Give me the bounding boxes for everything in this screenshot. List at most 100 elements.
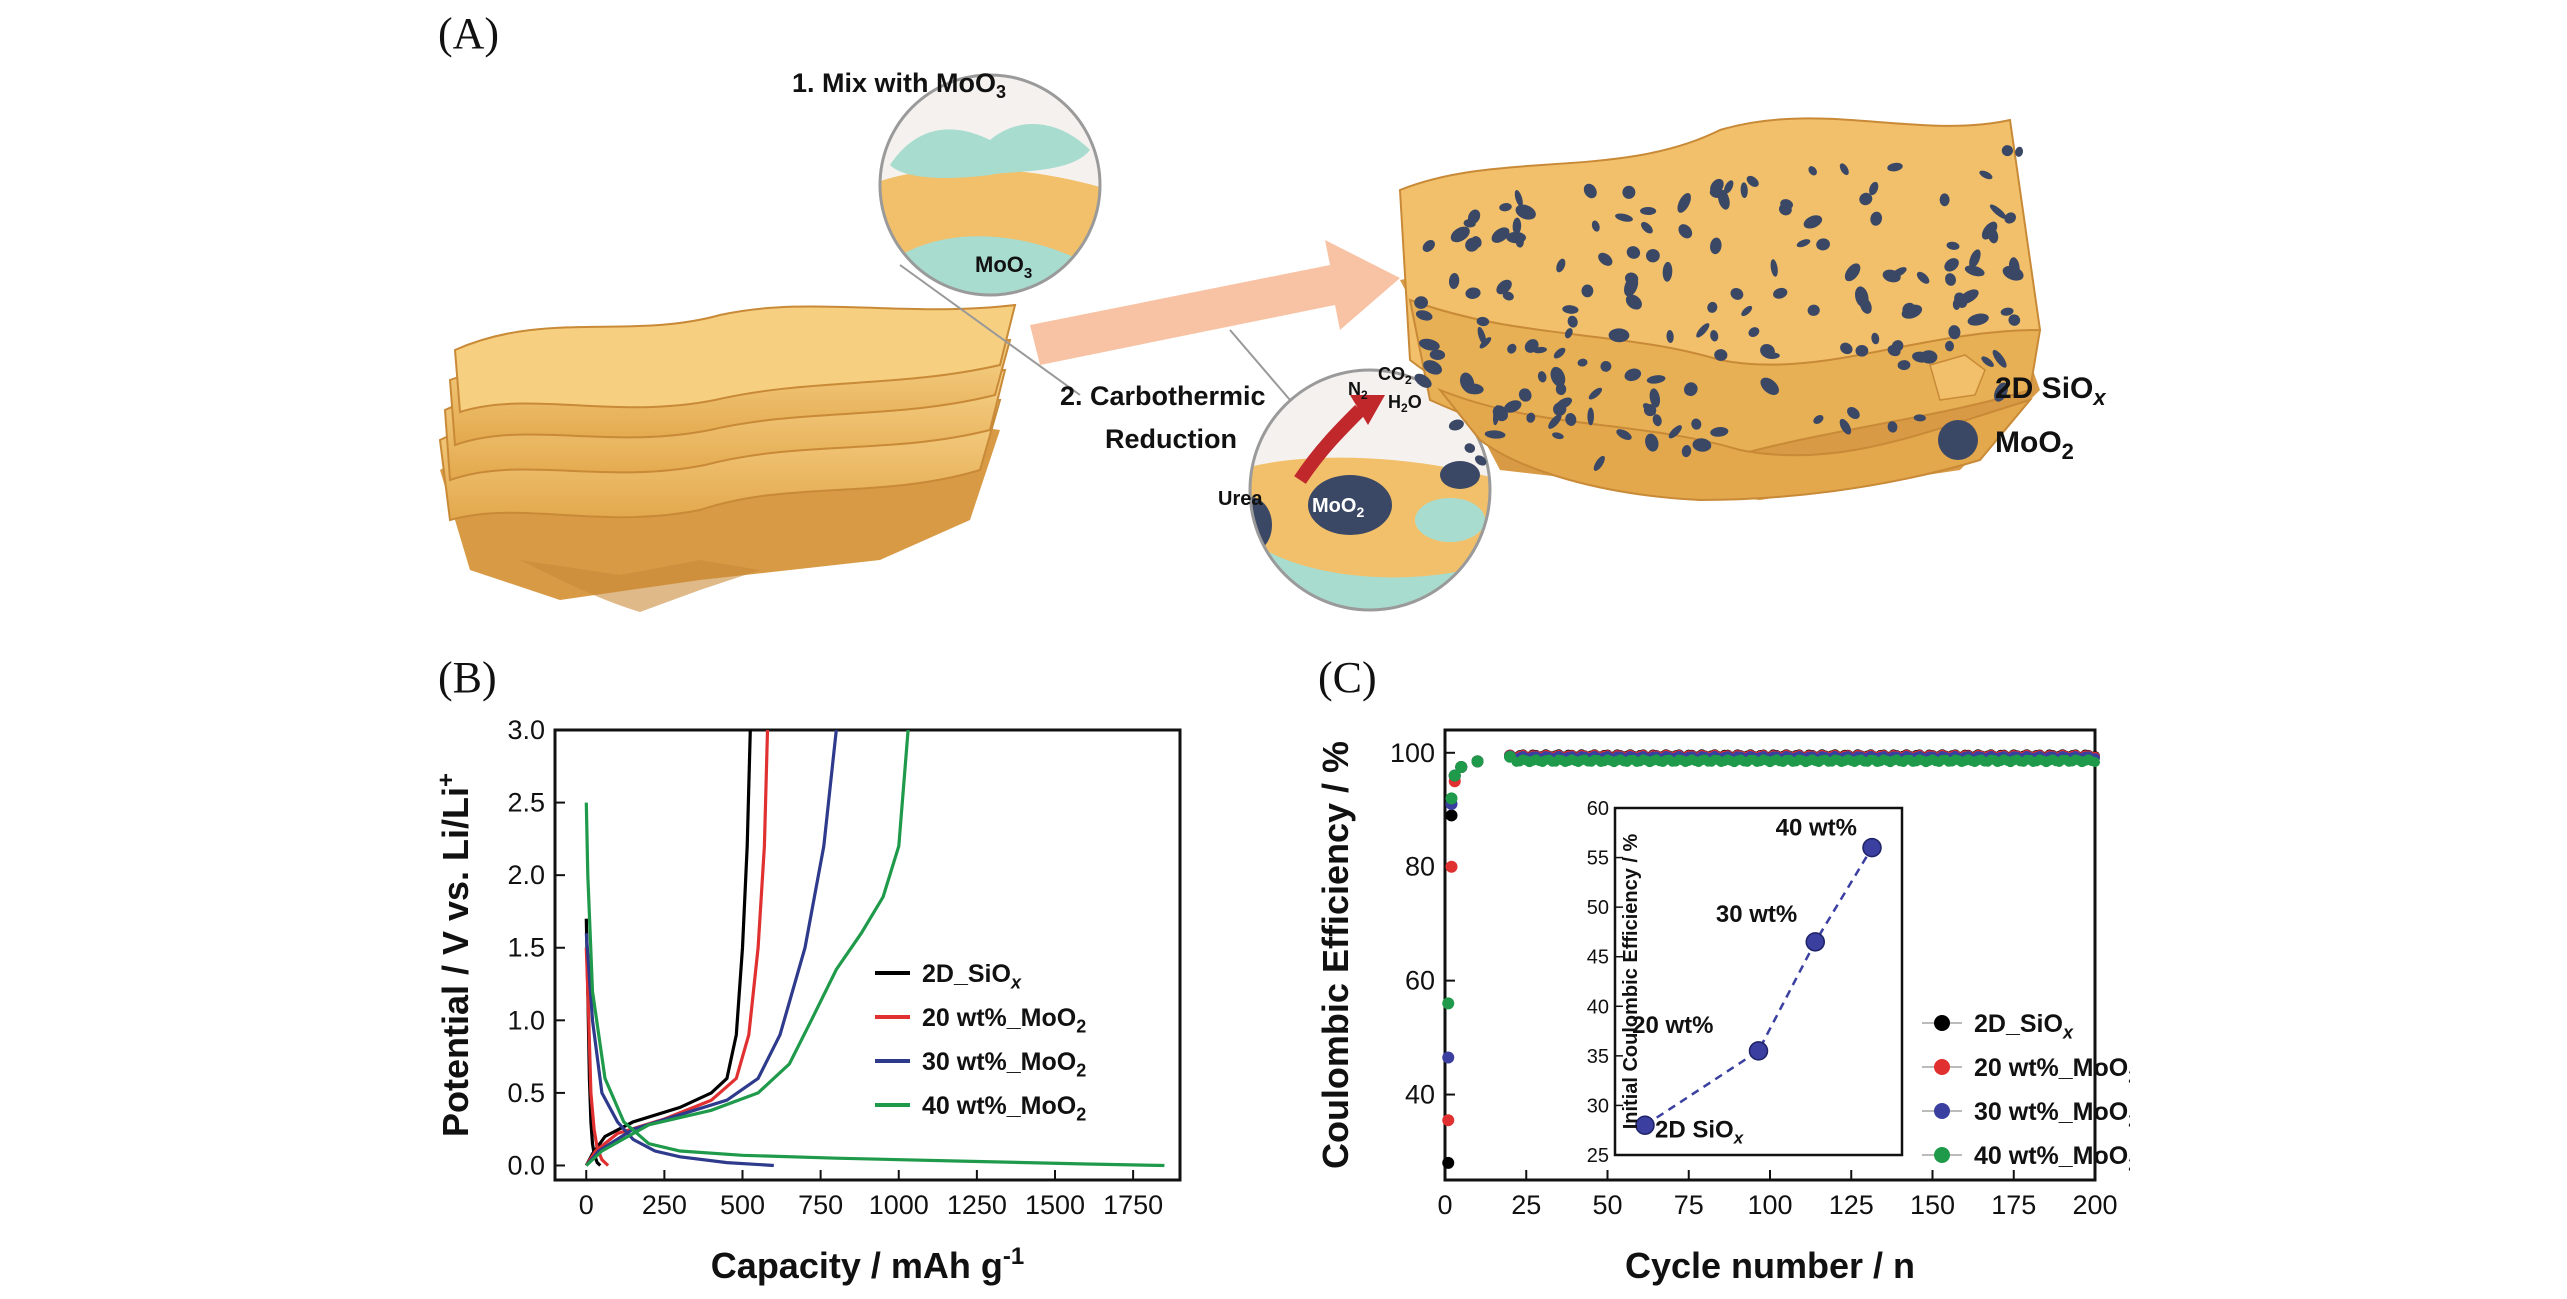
moo2-dot: [1429, 349, 1446, 361]
moo2-dot: [1626, 246, 1641, 259]
moo2-dot: [1807, 304, 1820, 316]
moo2-dot: [1740, 182, 1748, 198]
chart-c-axes: 0 25 50 75 100 125 150 175 200 40 60 80 100: [1390, 728, 2118, 1220]
x-tick-label: 0: [579, 1190, 594, 1220]
moo2-dot: [1496, 279, 1512, 295]
moo2-dot: [1677, 192, 1691, 213]
moo2-dot: [2015, 146, 2024, 157]
inset-y-tick-label: 45: [1587, 947, 1609, 969]
inset-y-tick-label: 40: [1587, 996, 1609, 1018]
series-line-charge: [585, 729, 910, 1167]
chart-c-xlabel: Cycle number / n: [1625, 1245, 1915, 1286]
inset-y-tick-label: 25: [1587, 1145, 1609, 1167]
moo2-dot: [1887, 421, 1898, 433]
moo2-dot: [1645, 433, 1659, 452]
moo2-dot: [1760, 377, 1779, 395]
step2-label-line2: Reduction: [1105, 424, 1237, 454]
moo2-dot: [1414, 296, 1428, 309]
moo2-dot: [1944, 258, 1959, 272]
moo2-dot: [1691, 418, 1702, 430]
moo2-dot: [1869, 181, 1879, 196]
moo2-dot: [1813, 414, 1824, 425]
moo2-dot: [1463, 219, 1476, 228]
inset-y-tick-label: 60: [1587, 798, 1609, 820]
data-point: [1442, 1051, 1455, 1064]
moo2-dot: [1954, 292, 1968, 308]
y-tick-label: 1.5: [507, 933, 545, 963]
x-tick-label: 75: [1674, 1190, 1704, 1220]
moo2-dot: [1598, 252, 1613, 266]
moo2-dot: [1616, 429, 1632, 441]
moo2-dot: [1587, 407, 1594, 426]
moo2-dot: [1681, 445, 1692, 458]
moo2-dot: [1476, 316, 1490, 327]
moo2-dot: [1891, 267, 1907, 278]
chart-c-legend: 2D_SiOx 20 wt%_MoO2 30 wt%_MoO2 40 wt%_MoO2: [1922, 1010, 2130, 1174]
moo2-dot: [1512, 217, 1522, 235]
y-tick-label: 60: [1405, 966, 1435, 996]
chart-b-xlabel: Capacity / mAh g-1: [711, 1243, 1024, 1286]
chart-c-ylabel: Coulombic Efficiency / %: [1315, 741, 1356, 1169]
moo2-dot: [2008, 314, 2021, 326]
moo2-dot: [1707, 301, 1718, 313]
moo2-dot: [1662, 261, 1673, 282]
moo2-dot: [1746, 175, 1759, 187]
moo2-dot: [1778, 203, 1792, 216]
data-point: [1455, 761, 1468, 774]
moo2-dot: [1518, 388, 1532, 402]
moo2-dot: [1474, 455, 1487, 466]
chart-b-legend: 2D_SiOx 20 wt%_MoO2 30 wt%_MoO2 40 wt%_MoO2: [875, 960, 1086, 1124]
legend-entry: 2D_SiOx: [1974, 1010, 2074, 1042]
moo2-dot: [1887, 162, 1903, 172]
moo2-dot: [1723, 180, 1734, 194]
moo2-dot: [1583, 183, 1597, 199]
gas-co2-label: CO2: [1378, 364, 1412, 387]
moo2-dot: [1969, 249, 1981, 269]
inset-y-tick-label: 55: [1587, 848, 1609, 870]
moo2-dot: [1944, 273, 1957, 286]
moo2-dot: [1548, 414, 1562, 429]
moo2-dot: [1553, 347, 1566, 359]
chart-b-frame: [553, 728, 1182, 1182]
moo2-dot: [1683, 382, 1698, 397]
schematic-legend: [1929, 354, 1986, 460]
inset-point: [1635, 1115, 1655, 1136]
moo2-dot: [1773, 287, 1788, 299]
moo2-dot: [1891, 340, 1904, 352]
moo2-dot: [1552, 432, 1564, 440]
inset-trend-line: [1644, 847, 1874, 1127]
moo2-dot: [1550, 366, 1566, 387]
moo2-dot: [1622, 185, 1636, 199]
moo2-dot: [1710, 427, 1729, 437]
x-tick-label: 50: [1592, 1190, 1622, 1220]
moo2-dot: [2001, 145, 2013, 157]
inset-y-tick-label: 30: [1587, 1095, 1609, 1117]
gas-n2-label: N2: [1348, 379, 1368, 402]
moo2-dot: [1448, 273, 1460, 289]
legend-moo2-label: MoO2: [1995, 426, 2074, 464]
moo2-dot: [1808, 166, 1817, 176]
x-tick-label: 125: [1829, 1190, 1874, 1220]
moo2-dot: [1422, 239, 1435, 253]
process-arrow: [1030, 240, 1400, 365]
y-tick-label: 0.0: [507, 1150, 545, 1180]
moo2-dot: [1944, 340, 1955, 352]
y-tick-label: 1.0: [507, 1005, 545, 1035]
moo2-dot: [1499, 203, 1512, 212]
urea-label: Urea: [1218, 488, 1263, 510]
moo2-dot: [1591, 220, 1600, 232]
legend-entry: 30 wt%_MoO2: [922, 1048, 1086, 1080]
moo2-dot: [1608, 328, 1630, 343]
moo2-dot: [1581, 284, 1594, 298]
data-point: [1442, 997, 1455, 1010]
moo2-dot: [1901, 304, 1923, 319]
moo2-dot: [1646, 375, 1666, 384]
moo2-dot: [1967, 313, 1989, 326]
series-line-charge: [584, 729, 752, 1167]
legend-marker: [1934, 1059, 1950, 1075]
moo2-dot: [1477, 326, 1487, 346]
x-tick-label: 25: [1511, 1190, 1541, 1220]
moo2-dot: [1624, 275, 1639, 297]
series-line-discharge: [584, 802, 1165, 1168]
series-line-charge: [584, 729, 770, 1167]
